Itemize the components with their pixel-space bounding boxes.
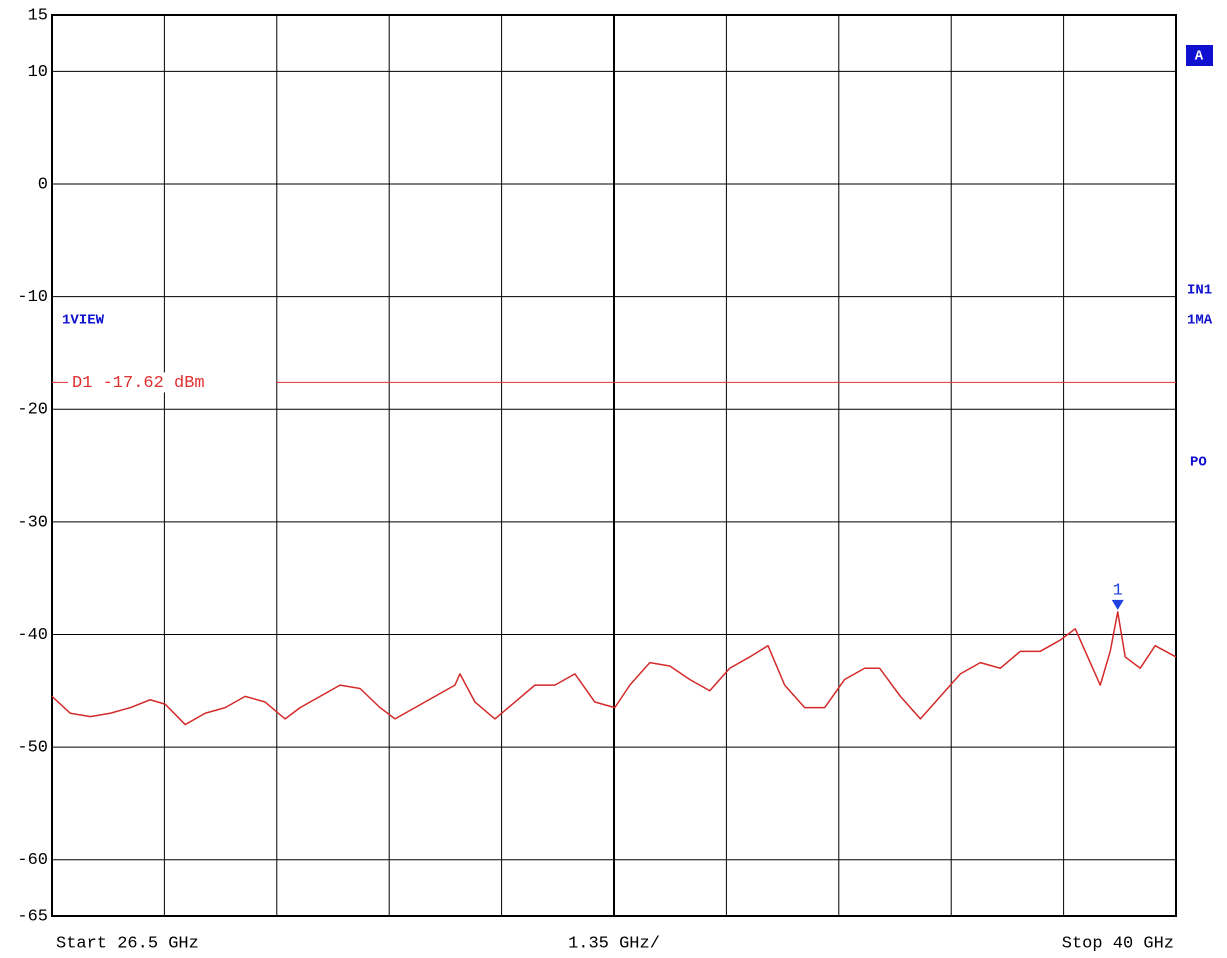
marker-label: 1 (1113, 581, 1123, 600)
side-label: IN1 (1187, 283, 1212, 299)
y-tick-label: -50 (17, 739, 48, 758)
x-span-label: 1.35 GHz/ (568, 934, 660, 953)
x-stop-label: Stop 40 GHz (1062, 934, 1174, 953)
y-tick-label: 10 (28, 63, 48, 82)
trace (51, 611, 1177, 726)
y-tick-label: -20 (17, 401, 48, 420)
side-label: A (1195, 49, 1204, 65)
x-start-label: Start 26.5 GHz (56, 934, 199, 953)
view-label: 1VIEW (62, 313, 105, 329)
side-label: 1MA (1187, 313, 1213, 329)
side-label: PO (1190, 455, 1207, 471)
y-tick-label: -10 (17, 288, 48, 307)
trace-badge (1186, 45, 1213, 66)
y-tick-label: -40 (17, 626, 48, 645)
y-tick-label: 0 (38, 175, 48, 194)
y-tick-label: -60 (17, 851, 48, 870)
y-tick-label: -30 (17, 513, 48, 532)
y-tick-label: 15 (28, 6, 48, 25)
y-tick-label: -65 (17, 907, 48, 926)
marker (1111, 599, 1124, 610)
label-bg (68, 372, 276, 393)
plot-frame (51, 14, 1177, 917)
display-line-label: D1 -17.62 dBm (72, 374, 205, 393)
